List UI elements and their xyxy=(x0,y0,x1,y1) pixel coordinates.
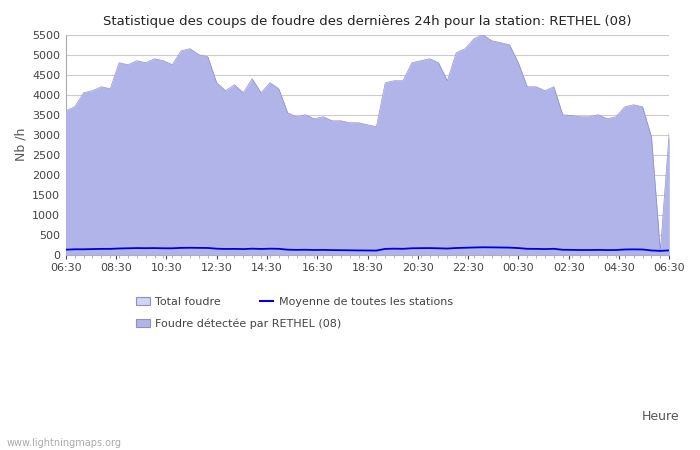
Title: Statistique des coups de foudre des dernières 24h pour la station: RETHEL (08): Statistique des coups de foudre des dern… xyxy=(104,15,632,28)
Text: Heure: Heure xyxy=(641,410,679,423)
Text: www.lightningmaps.org: www.lightningmaps.org xyxy=(7,438,122,448)
Legend: Foudre détectée par RETHEL (08): Foudre détectée par RETHEL (08) xyxy=(132,314,346,333)
Y-axis label: Nb /h: Nb /h xyxy=(15,128,28,162)
